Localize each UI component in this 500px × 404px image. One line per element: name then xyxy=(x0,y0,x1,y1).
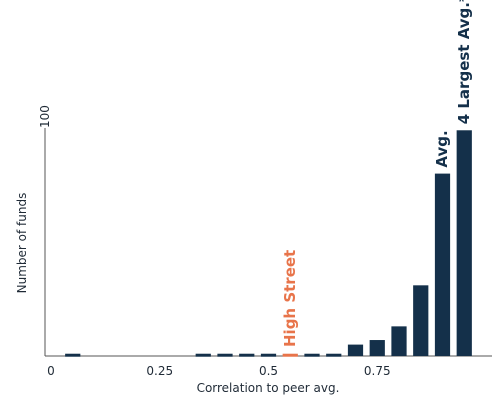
bar xyxy=(369,340,385,356)
x-tick-label: 0 xyxy=(47,364,55,378)
bar xyxy=(434,173,451,356)
bar xyxy=(195,353,211,357)
bar xyxy=(391,326,407,356)
bar xyxy=(282,353,298,357)
bar xyxy=(326,353,342,357)
annotation: 4 Largest Avg.* xyxy=(455,0,473,124)
bar xyxy=(65,353,81,357)
bar xyxy=(239,353,255,357)
bar xyxy=(304,353,320,357)
bar xyxy=(217,353,233,357)
y-tick-label: 100 xyxy=(38,105,52,128)
x-tick-label: 0.25 xyxy=(146,364,173,378)
bar xyxy=(260,353,277,357)
x-tick-label: 0.5 xyxy=(259,364,278,378)
y-axis-label: Number of funds xyxy=(15,193,29,294)
bar xyxy=(347,344,364,356)
bar xyxy=(413,285,429,356)
x-tick-label: 0.75 xyxy=(364,364,391,378)
bar xyxy=(456,130,472,356)
annotation: High Street xyxy=(281,250,299,347)
annotation: Avg. xyxy=(433,130,451,167)
x-axis-label: Correlation to peer avg. xyxy=(197,381,340,395)
